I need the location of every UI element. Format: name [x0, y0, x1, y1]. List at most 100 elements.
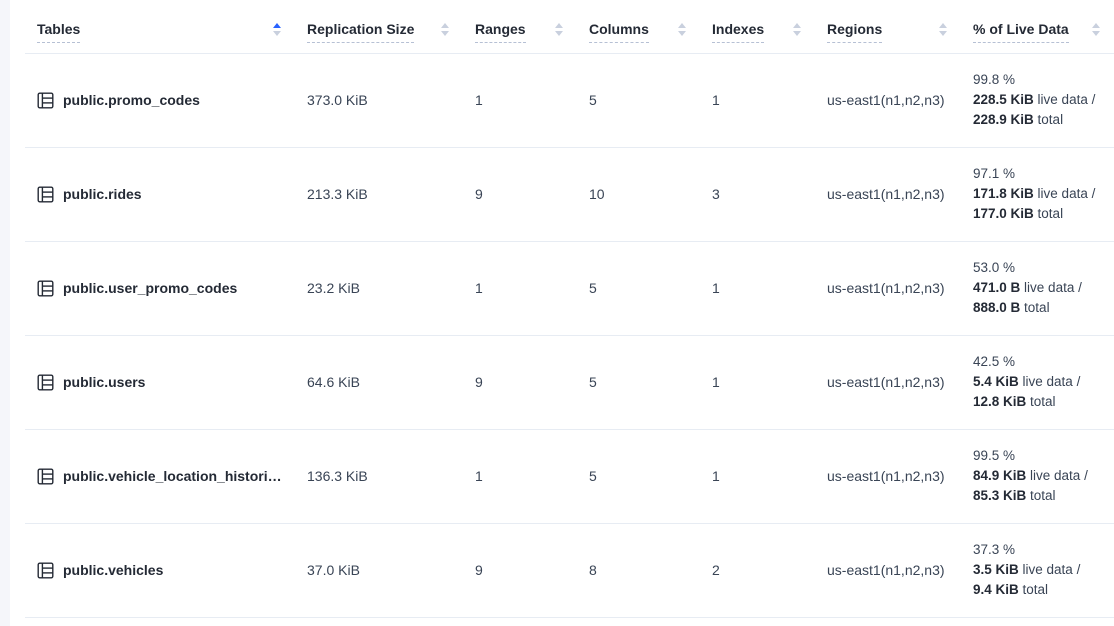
sort-arrows-icon[interactable]	[555, 22, 563, 40]
total-data-label: total	[1026, 488, 1056, 503]
table-icon	[37, 468, 54, 485]
table-name-link[interactable]: public.users	[63, 374, 146, 390]
replication-size-value: 37.0 KiB	[295, 523, 463, 618]
live-data-size: 5.4 KiB	[973, 374, 1019, 389]
columns-value: 5	[577, 53, 700, 148]
total-data-label: total	[1033, 206, 1064, 221]
regions-value: us-east1(n1,n2,n3)	[815, 335, 961, 430]
live-data-label: live data /	[1020, 280, 1082, 295]
replication-size-value: 64.6 KiB	[295, 335, 463, 430]
table-name-link[interactable]: public.promo_codes	[63, 92, 200, 108]
table-row[interactable]: public.rides 213.3 KiB 9 10 3 us-east1(n…	[25, 147, 1114, 242]
regions-value: us-east1(n1,n2,n3)	[815, 147, 961, 242]
sort-arrows-icon[interactable]	[678, 22, 686, 40]
column-header-replication-size[interactable]: Replication Size	[295, 0, 463, 54]
live-data-size: 471.0 B	[973, 280, 1021, 295]
table-name-link[interactable]: public.vehicles	[63, 562, 164, 578]
live-data-label: live data /	[1018, 374, 1081, 389]
regions-value: us-east1(n1,n2,n3)	[815, 429, 961, 524]
ranges-value: 1	[463, 429, 577, 524]
live-data-percent: 99.5 %	[973, 448, 1016, 463]
database-tables-table: Tables Replication Size Ranges	[25, 0, 1114, 618]
live-data-label: live data /	[1018, 562, 1081, 577]
replication-size-value: 136.3 KiB	[295, 429, 463, 524]
table-icon	[37, 374, 54, 391]
indexes-value: 1	[700, 429, 815, 524]
sort-arrows-icon[interactable]	[1092, 22, 1100, 40]
live-data-label: live data /	[1033, 186, 1096, 201]
table-icon	[37, 186, 54, 203]
table-row[interactable]: public.users 64.6 KiB 9 5 1 us-east1(n1,…	[25, 335, 1114, 430]
regions-value: us-east1(n1,n2,n3)	[815, 241, 961, 336]
replication-size-value: 23.2 KiB	[295, 241, 463, 336]
live-data-cell: 37.3 % 3.5 KiB live data / 9.4 KiB total	[973, 540, 1102, 600]
replication-size-value: 373.0 KiB	[295, 53, 463, 148]
live-data-percent: 97.1 %	[973, 166, 1016, 181]
table-row[interactable]: public.vehicle_location_histories 136.3 …	[25, 429, 1114, 524]
sort-arrows-icon[interactable]	[939, 22, 947, 40]
column-header-tables[interactable]: Tables	[25, 0, 295, 54]
column-header-indexes[interactable]: Indexes	[700, 0, 815, 54]
total-data-size: 9.4 KiB	[973, 582, 1019, 597]
page-gutter	[0, 0, 10, 626]
total-data-size: 177.0 KiB	[973, 206, 1034, 221]
total-data-label: total	[1018, 582, 1049, 597]
columns-value: 5	[577, 241, 700, 336]
column-header-label: Replication Size	[307, 20, 415, 43]
indexes-value: 1	[700, 53, 815, 148]
table-row[interactable]: public.vehicles 37.0 KiB 9 8 2 us-east1(…	[25, 523, 1114, 618]
ranges-value: 9	[463, 147, 577, 242]
regions-value: us-east1(n1,n2,n3)	[815, 523, 961, 618]
table-icon	[37, 92, 54, 109]
sort-arrows-icon[interactable]	[441, 22, 449, 40]
indexes-value: 1	[700, 241, 815, 336]
total-data-label: total	[1026, 394, 1056, 409]
live-data-cell: 99.5 % 84.9 KiB live data / 85.3 KiB tot…	[973, 446, 1102, 506]
live-data-label: live data /	[1026, 468, 1088, 483]
total-data-size: 888.0 B	[973, 300, 1021, 315]
total-data-size: 85.3 KiB	[973, 488, 1027, 503]
live-data-cell: 42.5 % 5.4 KiB live data / 12.8 KiB tota…	[973, 352, 1102, 412]
live-data-percent: 53.0 %	[973, 260, 1016, 275]
table-name-link[interactable]: public.vehicle_location_histories	[63, 468, 283, 484]
columns-value: 8	[577, 523, 700, 618]
table-row[interactable]: public.user_promo_codes 23.2 KiB 1 5 1 u…	[25, 241, 1114, 336]
live-data-size: 228.5 KiB	[973, 92, 1034, 107]
columns-value: 5	[577, 429, 700, 524]
table-body: public.promo_codes 373.0 KiB 1 5 1 us-ea…	[25, 53, 1114, 618]
live-data-size: 3.5 KiB	[973, 562, 1019, 577]
table-header: Tables Replication Size Ranges	[25, 0, 1114, 54]
column-header-label: Columns	[589, 20, 649, 43]
ranges-value: 1	[463, 53, 577, 148]
table-name-link[interactable]: public.user_promo_codes	[63, 280, 238, 296]
column-header-ranges[interactable]: Ranges	[463, 0, 577, 54]
ranges-value: 1	[463, 241, 577, 336]
column-header-live-data[interactable]: % of Live Data	[961, 0, 1114, 54]
columns-value: 5	[577, 335, 700, 430]
sort-arrows-icon[interactable]	[793, 22, 801, 40]
live-data-percent: 42.5 %	[973, 354, 1016, 369]
sort-arrows-icon[interactable]	[273, 22, 281, 40]
indexes-value: 3	[700, 147, 815, 242]
ranges-value: 9	[463, 523, 577, 618]
live-data-cell: 97.1 % 171.8 KiB live data / 177.0 KiB t…	[973, 164, 1102, 224]
total-data-label: total	[1020, 300, 1050, 315]
live-data-percent: 37.3 %	[973, 542, 1016, 557]
regions-value: us-east1(n1,n2,n3)	[815, 53, 961, 148]
total-data-label: total	[1033, 112, 1064, 127]
column-header-regions[interactable]: Regions	[815, 0, 961, 54]
live-data-size: 84.9 KiB	[973, 468, 1027, 483]
table-row[interactable]: public.promo_codes 373.0 KiB 1 5 1 us-ea…	[25, 53, 1114, 148]
replication-size-value: 213.3 KiB	[295, 147, 463, 242]
live-data-cell: 99.8 % 228.5 KiB live data / 228.9 KiB t…	[973, 70, 1102, 130]
total-data-size: 228.9 KiB	[973, 112, 1034, 127]
column-header-label: Ranges	[475, 20, 526, 43]
table-icon	[37, 562, 54, 579]
column-header-label: Regions	[827, 20, 883, 43]
column-header-columns[interactable]: Columns	[577, 0, 700, 54]
total-data-size: 12.8 KiB	[973, 394, 1027, 409]
table-name-link[interactable]: public.rides	[63, 186, 142, 202]
indexes-value: 2	[700, 523, 815, 618]
live-data-size: 171.8 KiB	[973, 186, 1034, 201]
